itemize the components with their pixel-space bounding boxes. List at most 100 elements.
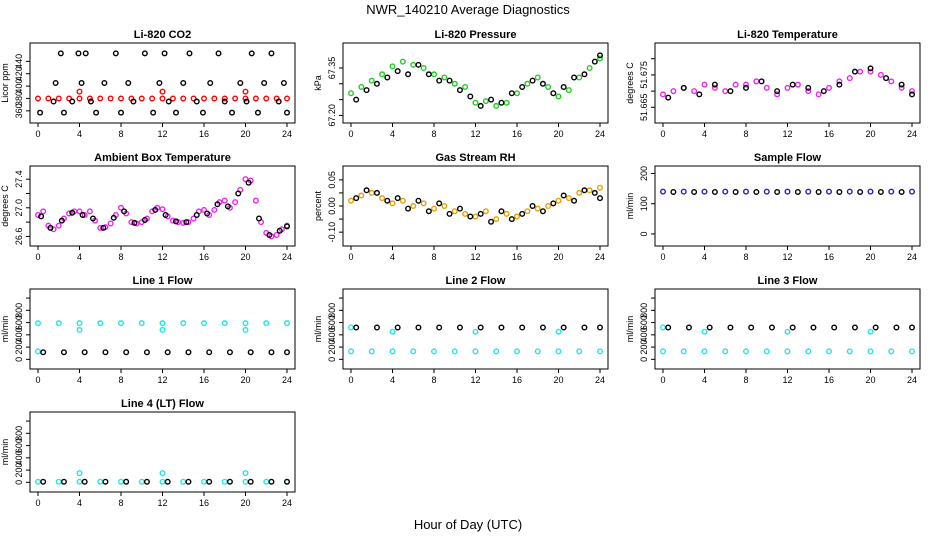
x-tick-label: 16 [824, 252, 834, 262]
x-tick-label: 0 [660, 375, 665, 385]
data-point [86, 95, 93, 102]
chart-title: Ambient Box Temperature [94, 152, 231, 164]
data-point [441, 202, 448, 209]
data-point [805, 84, 812, 91]
data-point [550, 200, 557, 207]
data-point [711, 81, 718, 88]
data-point [58, 217, 65, 224]
data-point [472, 99, 479, 106]
chart-panel-6: Sample Flow ml/min 0 4 8 12 16 20 24 0 100 200 [625, 152, 921, 262]
data-point [45, 95, 52, 102]
data-point [711, 188, 718, 195]
data-point [539, 324, 546, 331]
chart-title: Sample Flow [754, 152, 822, 164]
data-point [768, 324, 775, 331]
chart-panel-4: Ambient Box Temperature degrees C 0 4 8 12 16 2… [0, 152, 296, 262]
data-point [76, 478, 83, 485]
data-point [79, 211, 86, 218]
data-point [867, 348, 874, 355]
data-point [893, 324, 900, 331]
data-point [348, 348, 355, 355]
data-point [150, 109, 157, 116]
data-point [477, 324, 484, 331]
data-point [805, 348, 812, 355]
data-point [266, 231, 273, 238]
chart-title: Line 4 (LT) Flow [121, 398, 204, 410]
data-point [691, 188, 698, 195]
data-point [436, 200, 443, 207]
data-point [410, 348, 417, 355]
data-point [456, 324, 463, 331]
data-point [753, 78, 760, 85]
data-point [247, 478, 254, 485]
data-point [389, 200, 396, 207]
series-magenta [35, 176, 291, 240]
data-point [252, 197, 259, 204]
data-point [284, 95, 291, 102]
y-tick-label: 420 [14, 66, 24, 81]
data-point [784, 328, 791, 335]
data-point [76, 208, 83, 215]
data-point [743, 188, 750, 195]
data-point [446, 210, 453, 217]
data-point [493, 348, 500, 355]
data-point [368, 77, 375, 84]
data-point [909, 324, 916, 331]
x-tick-label: 0 [35, 375, 40, 385]
data-point [431, 348, 438, 355]
data-point [161, 50, 168, 57]
data-point [898, 81, 905, 88]
data-point [743, 348, 750, 355]
y-tick-label: 600 [14, 438, 24, 453]
data-point [368, 189, 375, 196]
data-point [164, 349, 171, 356]
data-point [55, 95, 62, 102]
data-point [534, 348, 541, 355]
data-point [60, 478, 67, 485]
y-tick-label: 67.20 [327, 104, 337, 127]
y-tick-label: 800 [14, 426, 24, 441]
x-tick-label: 12 [782, 375, 792, 385]
x-tick-label: 24 [907, 375, 917, 385]
data-point [207, 79, 214, 86]
x-tick-label: 8 [743, 252, 748, 262]
data-point [261, 79, 268, 86]
data-point [138, 320, 145, 327]
data-point [888, 78, 895, 85]
x-tick-label: 20 [240, 498, 250, 508]
data-point [498, 99, 505, 106]
data-point [206, 478, 213, 485]
data-point [576, 74, 583, 81]
data-point [555, 93, 562, 100]
data-point [35, 211, 42, 218]
data-point [581, 324, 588, 331]
data-point [405, 71, 412, 78]
data-point [232, 199, 239, 206]
data-point [55, 478, 62, 485]
y-tick-label: 400 [639, 327, 649, 342]
x-tick-label: 0 [35, 498, 40, 508]
data-point [451, 208, 458, 215]
data-point [38, 213, 45, 220]
data-point [379, 71, 386, 78]
data-point [508, 216, 515, 223]
data-point [758, 78, 765, 85]
data-point [384, 197, 391, 204]
x-tick-label: 8 [118, 375, 123, 385]
data-point [670, 188, 677, 195]
plot-frame [342, 42, 609, 124]
series-black [665, 65, 916, 101]
data-point [670, 88, 677, 95]
data-point [405, 205, 412, 212]
data-point [810, 324, 817, 331]
data-point [784, 188, 791, 195]
data-point [867, 188, 874, 195]
data-point [701, 328, 708, 335]
data-point [909, 348, 916, 355]
x-tick-label: 4 [77, 252, 82, 262]
y-tick-label: 200 [639, 166, 649, 181]
series-black [353, 324, 604, 331]
data-point [280, 79, 287, 86]
data-point [753, 188, 760, 195]
